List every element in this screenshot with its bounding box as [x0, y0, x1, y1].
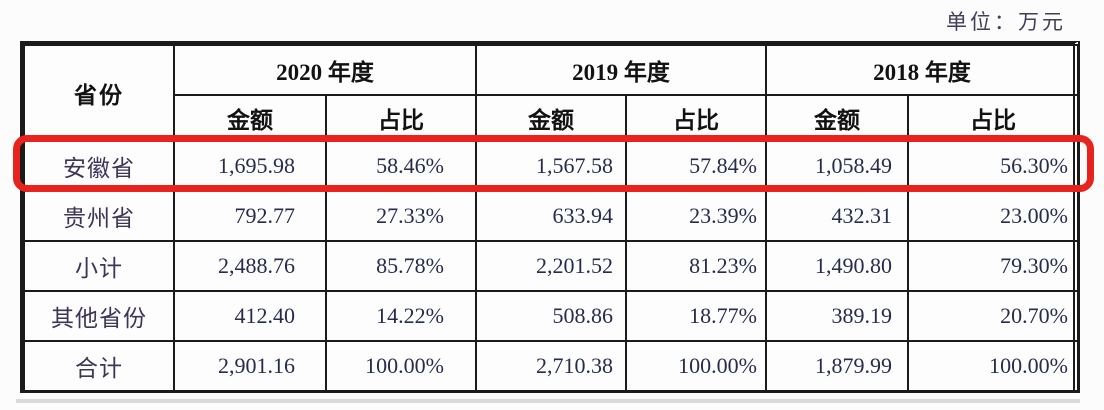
amount-cell: 2,710.38	[475, 340, 627, 392]
province-cell: 其他省份	[23, 290, 175, 342]
amount-header-2020: 金额	[173, 94, 327, 142]
ratio-cell: 14.22%	[325, 290, 477, 342]
table-row-total: 合计 2,901.16 100.00% 2,710.38 100.00% 1,8…	[23, 340, 1079, 392]
table-row-anhui: 安徽省 1,695.98 58.46% 1,567.58 57.84% 1,05…	[23, 140, 1079, 192]
ratio-cell: 27.33%	[325, 190, 477, 242]
ratio-cell: 56.30%	[907, 140, 1079, 192]
table-header: 省份 2020 年度 2019 年度 2018 年度 金额 占比 金额 占比 金…	[23, 44, 1079, 142]
amount-cell: 432.31	[765, 190, 909, 242]
amount-cell: 389.19	[765, 290, 909, 342]
page-edge-shadow	[16, 399, 1080, 403]
amount-cell: 2,201.52	[475, 240, 627, 292]
unit-label: 单位：万元	[946, 10, 1066, 34]
amount-cell: 633.94	[475, 190, 627, 242]
ratio-cell: 20.70%	[907, 290, 1079, 342]
province-cell: 安徽省	[23, 140, 175, 192]
financial-table-container: 省份 2020 年度 2019 年度 2018 年度 金额 占比 金额 占比 金…	[20, 41, 1080, 393]
subheader-row: 金额 占比 金额 占比 金额 占比	[24, 94, 1079, 142]
amount-cell: 1,567.58	[475, 140, 627, 192]
ratio-cell: 100.00%	[907, 340, 1079, 392]
amount-header-2019: 金额	[475, 94, 627, 142]
province-column-header: 省份	[23, 44, 175, 142]
amount-header-2018: 金额	[765, 94, 909, 142]
amount-cell: 412.40	[173, 290, 327, 342]
province-cell: 贵州省	[23, 190, 175, 242]
ratio-header-2018: 占比	[907, 94, 1079, 142]
ratio-header-2020: 占比	[325, 94, 477, 142]
revenue-by-province-table: 省份 2020 年度 2019 年度 2018 年度 金额 占比 金额 占比 金…	[23, 44, 1079, 392]
ratio-cell: 23.00%	[907, 190, 1079, 242]
table-row-guizhou: 贵州省 792.77 27.33% 633.94 23.39% 432.31 2…	[23, 190, 1079, 242]
table-row-subtotal: 小计 2,488.76 85.78% 2,201.52 81.23% 1,490…	[23, 240, 1079, 292]
table-body: 安徽省 1,695.98 58.46% 1,567.58 57.84% 1,05…	[23, 140, 1079, 392]
ratio-cell: 79.30%	[907, 240, 1079, 292]
table-row-other-provinces: 其他省份 412.40 14.22% 508.86 18.77% 389.19 …	[23, 290, 1079, 342]
ratio-cell: 100.00%	[625, 340, 767, 392]
ratio-cell: 100.00%	[325, 340, 477, 392]
year-header-2020: 2020 年度	[173, 44, 477, 96]
amount-cell: 1,058.49	[765, 140, 909, 192]
amount-cell: 1,879.99	[765, 340, 909, 392]
ratio-cell: 58.46%	[325, 140, 477, 192]
year-header-2019: 2019 年度	[475, 44, 767, 96]
amount-cell: 2,488.76	[173, 240, 327, 292]
year-header-row: 省份 2020 年度 2019 年度 2018 年度	[23, 44, 1079, 142]
ratio-cell: 23.39%	[625, 190, 767, 242]
ratio-cell: 18.77%	[625, 290, 767, 342]
amount-cell: 1,695.98	[173, 140, 327, 192]
amount-cell: 2,901.16	[173, 340, 327, 392]
ratio-header-2019: 占比	[625, 94, 767, 142]
ratio-cell: 85.78%	[325, 240, 477, 292]
amount-cell: 1,490.80	[765, 240, 909, 292]
province-cell: 合计	[23, 340, 175, 392]
province-cell: 小计	[23, 240, 175, 292]
year-header-2018: 2018 年度	[765, 44, 1079, 96]
ratio-cell: 81.23%	[625, 240, 767, 292]
ratio-cell: 57.84%	[625, 140, 767, 192]
amount-cell: 508.86	[475, 290, 627, 342]
amount-cell: 792.77	[173, 190, 327, 242]
